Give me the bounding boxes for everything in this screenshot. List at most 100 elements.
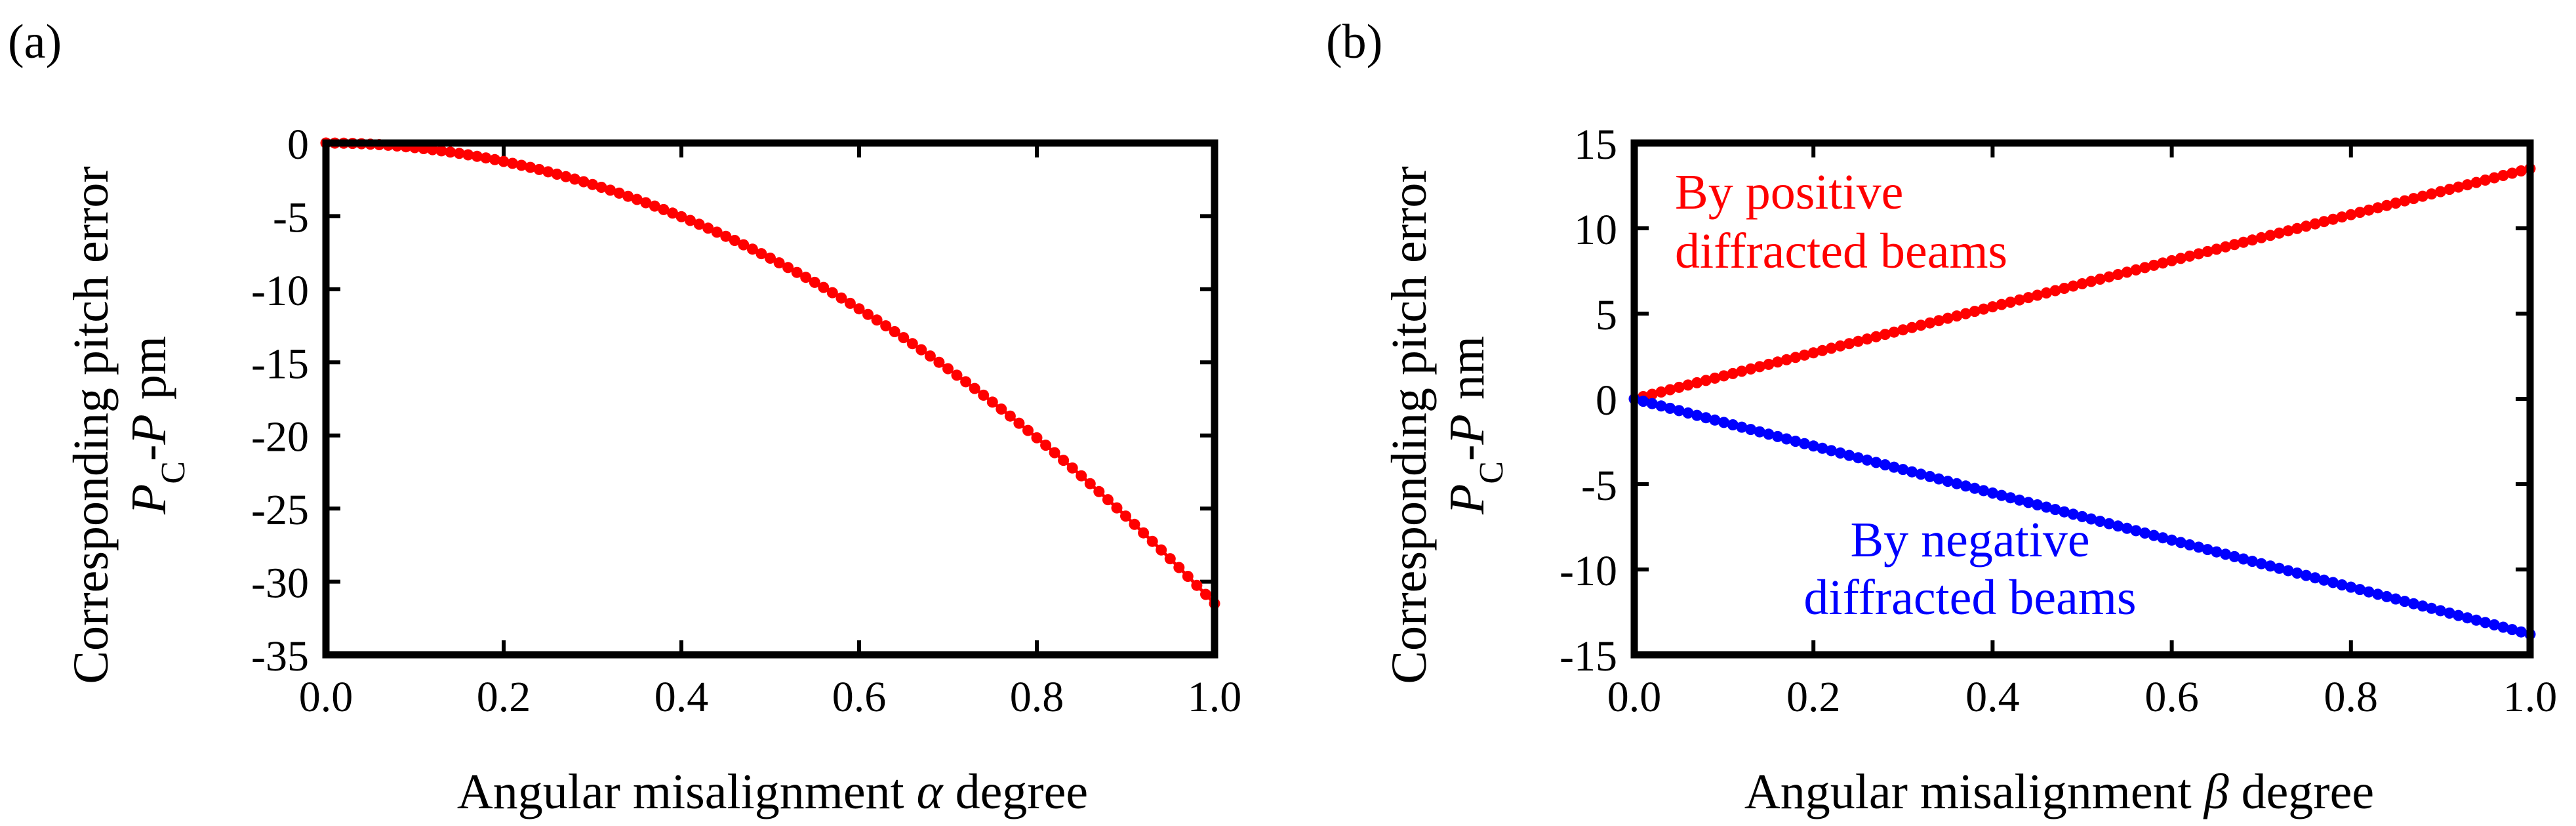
data-point (1664, 384, 1676, 396)
data-point (2417, 600, 2428, 612)
data-point (933, 356, 945, 368)
data-point (2193, 541, 2205, 553)
data-point (1817, 344, 1828, 356)
data-point (2515, 626, 2527, 638)
y-axis-title-line1-b: Corresponding pitch error (1382, 166, 1437, 684)
data-point (1120, 510, 1131, 522)
data-point (1655, 400, 1667, 412)
data-point (1861, 333, 1873, 345)
data-point (2032, 289, 2043, 301)
data-point (951, 369, 963, 381)
data-point (2166, 255, 2178, 266)
data-point (1013, 417, 1025, 429)
data-point (427, 144, 439, 155)
data-point (1843, 338, 1855, 350)
data-point (2461, 612, 2473, 624)
data-point (755, 248, 767, 260)
data-point (1084, 478, 1096, 489)
data-point (1655, 386, 1667, 398)
data-point (1182, 571, 1194, 582)
data-point (2461, 179, 2473, 191)
data-point (1146, 535, 1158, 547)
data-point (2040, 287, 2052, 299)
data-point (2426, 602, 2438, 614)
data-point (1826, 445, 1837, 457)
data-point (916, 344, 927, 356)
y-axis-title-line2-a: PC-Ppm (121, 336, 192, 515)
data-point (2390, 593, 2402, 605)
data-point (551, 169, 563, 180)
data-point (2372, 589, 2384, 600)
data-point (2274, 227, 2285, 239)
data-point (2247, 234, 2258, 246)
data-point (2085, 513, 2097, 525)
data-point (1763, 428, 1775, 440)
data-point (1897, 324, 1909, 336)
data-point (2121, 266, 2133, 278)
data-point (525, 161, 536, 173)
data-point (2255, 232, 2267, 243)
data-point (1156, 544, 1167, 556)
y-tick-label: 10 (1574, 206, 1617, 254)
data-point (738, 239, 750, 251)
data-point (2318, 574, 2330, 586)
chart-panel-b: (b) Corresponding pitch error PC-Pnm 151… (1326, 15, 2557, 819)
data-point (2247, 556, 2258, 568)
data-point (2497, 621, 2509, 633)
y-axis-title-a: Corresponding pitch error PC-Ppm (64, 166, 192, 684)
data-point (889, 326, 900, 337)
data-point (1727, 419, 1739, 430)
data-point (960, 376, 972, 388)
data-point (1111, 502, 1123, 514)
data-point (1718, 417, 1730, 428)
data-point (2184, 250, 2196, 262)
data-point (906, 338, 918, 350)
data-point (2336, 211, 2348, 223)
data-point (978, 389, 990, 401)
data-point (1906, 321, 1918, 333)
data-point (2094, 274, 2106, 285)
data-point (2327, 213, 2339, 225)
panel-label-b: (b) (1326, 15, 1382, 69)
y-tick-label: -20 (251, 413, 309, 461)
data-point (2032, 499, 2043, 510)
data-point (969, 382, 980, 394)
y-axis-title-b: Corresponding pitch error PC-Pnm (1382, 166, 1510, 684)
y-tick-label: -15 (1560, 632, 1617, 680)
data-point (471, 150, 483, 162)
panel-label-a: (a) (8, 15, 62, 69)
annotation-positive: By positive diffracted beams (1675, 165, 2007, 279)
data-point (480, 152, 492, 164)
data-point (2202, 245, 2213, 257)
y-axis-title-line2-b: PC-Pnm (1439, 336, 1510, 515)
data-point (613, 187, 625, 199)
data-point (2130, 525, 2142, 537)
data-point (1799, 438, 1810, 449)
data-point (1138, 527, 1150, 539)
y-tick-label: 0 (1596, 377, 1617, 424)
y-tick-label: -25 (251, 486, 309, 534)
y-axis-title-line1-a: Corresponding pitch error (64, 166, 119, 684)
data-point (2175, 537, 2186, 548)
data-point (2148, 529, 2160, 541)
data-point (1888, 326, 1900, 338)
data-point (2407, 193, 2419, 205)
data-point (2228, 239, 2240, 251)
data-point (2130, 264, 2142, 276)
data-point (1745, 363, 1757, 375)
data-point (1942, 476, 1954, 487)
y-tick-label: 5 (1596, 291, 1617, 339)
data-point (844, 297, 856, 309)
data-point (2345, 581, 2357, 593)
x-tick-label: 0.2 (477, 673, 531, 721)
data-point (1102, 494, 1114, 506)
data-point (2301, 569, 2312, 581)
data-point (2220, 548, 2232, 560)
data-point (800, 272, 812, 283)
x-tick-label: 1.0 (2503, 673, 2558, 721)
data-point (1004, 410, 1016, 422)
data-point (2309, 572, 2321, 584)
data-point (835, 292, 847, 304)
data-point (2184, 539, 2196, 550)
data-point (640, 197, 652, 209)
